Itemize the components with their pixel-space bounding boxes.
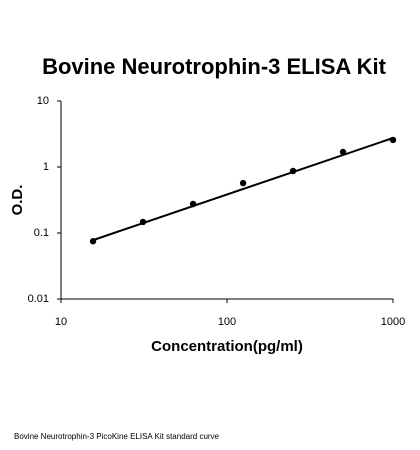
data-point [389,136,397,144]
y-tick-label: 0.1 [34,227,49,239]
y-tick-label: 1 [43,161,49,173]
x-tick-label: 10 [55,316,67,328]
fit-line [92,137,394,242]
x-axis-label: Concentration(pg/ml) [151,338,303,355]
x-tick-label: 1000 [381,316,405,328]
chart-title: Bovine Neurotrophin-3 ELISA Kit [42,54,387,79]
data-point [239,179,247,187]
y-tick-label: 10 [37,95,49,107]
x-tick-label: 100 [218,316,236,328]
y-tick-label: 0.01 [28,293,49,305]
y-axis-label: O.D. [9,185,26,216]
caption: Bovine Neurotrophin-3 PicoKine ELISA Kit… [14,432,220,441]
